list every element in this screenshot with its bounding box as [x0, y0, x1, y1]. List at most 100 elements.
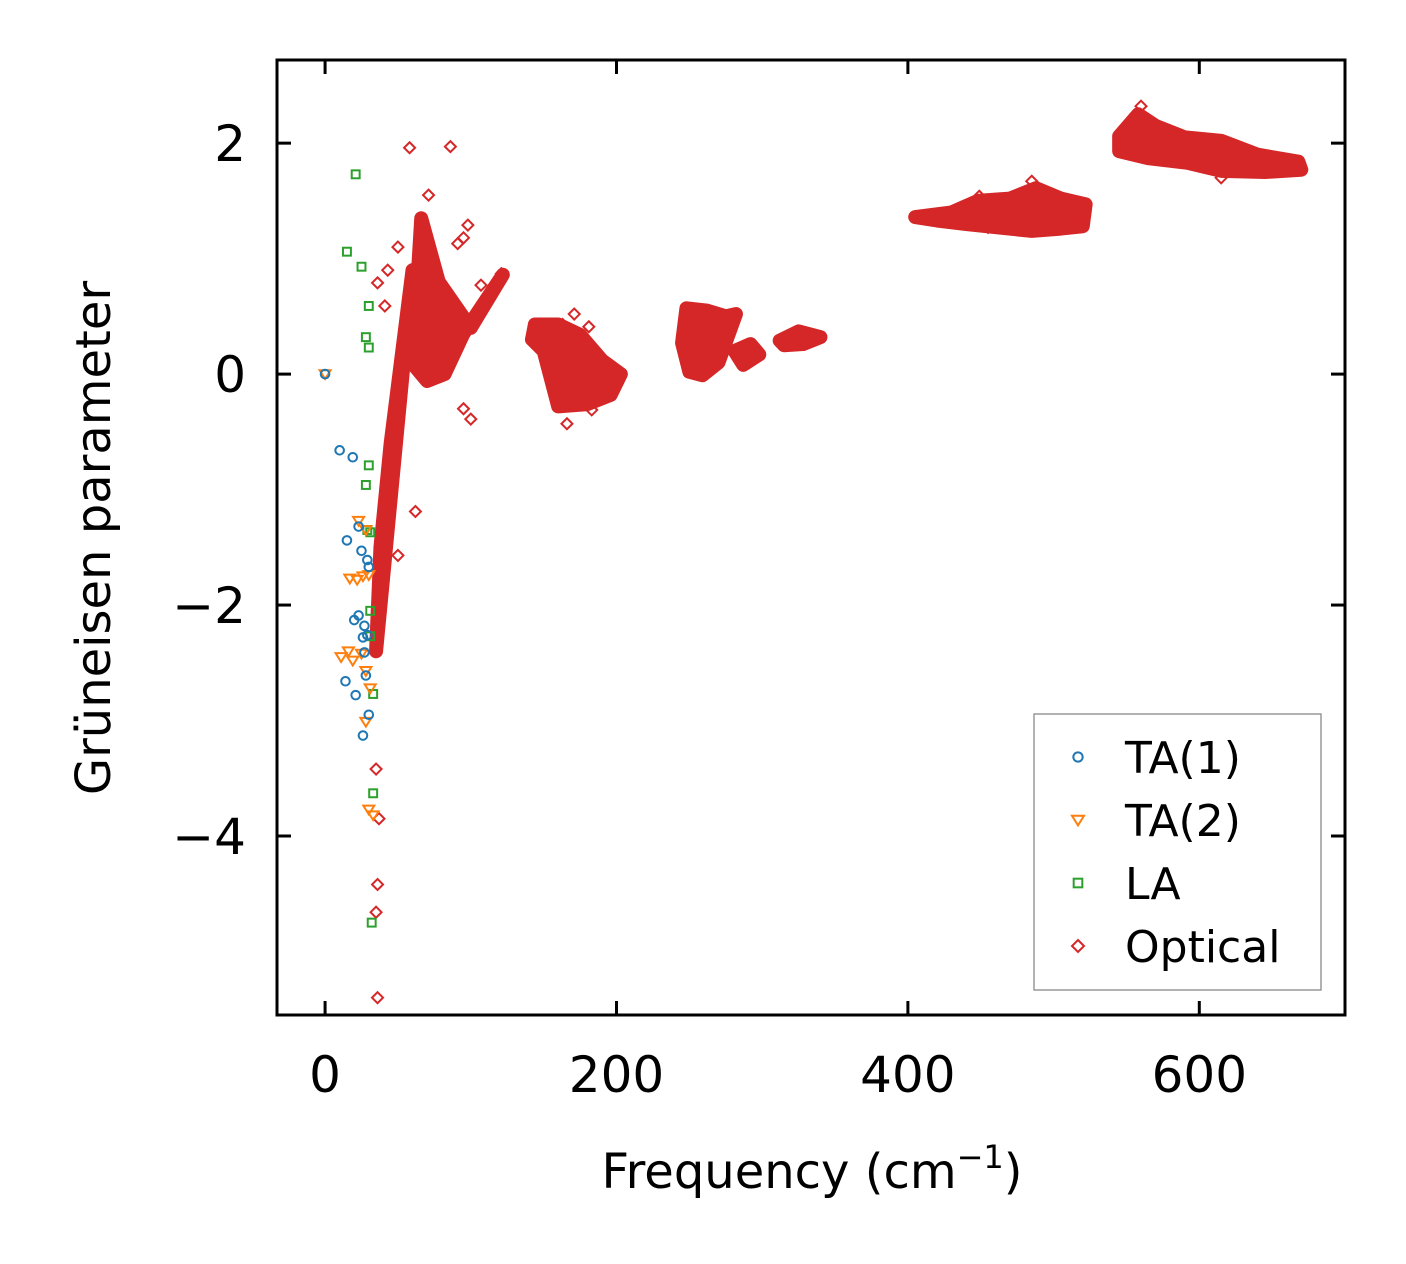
x-tick-label: 200 — [569, 1046, 664, 1104]
point-optical-20 — [370, 990, 385, 1005]
point-ta-2-9 — [341, 646, 356, 659]
x-tick-label: 400 — [860, 1046, 955, 1104]
optical-band-7 — [908, 181, 1093, 238]
axis-ticks: 0 200 400 600 2 0 −2 −4 — [172, 60, 1345, 1104]
data-points — [317, 99, 1229, 1005]
y-axis-title: Grüneisen parameter — [66, 281, 122, 796]
legend: TA(1) TA(2) LA Optical — [1033, 713, 1322, 991]
y-tick-label: −2 — [172, 577, 246, 635]
point-ta-1-7 — [362, 554, 373, 566]
x-axis-title: Frequency (cm−1) — [601, 1138, 1022, 1200]
point-ta-1-5 — [353, 521, 364, 532]
optical-band-2 — [405, 211, 510, 389]
point-ta-1-10 — [353, 610, 364, 621]
point-optical-29 — [1024, 174, 1039, 189]
legend-marker-ta-2 — [1070, 814, 1086, 828]
point-ta-2-15 — [361, 804, 377, 817]
point-ta-2-8 — [333, 652, 349, 664]
point-optical-3 — [421, 188, 436, 203]
point-ta-1-8 — [363, 561, 375, 573]
point-ta-1-3 — [347, 451, 359, 463]
x-axis-title-main: Frequency (cm — [601, 1144, 956, 1200]
point-ta-1-11 — [359, 620, 370, 632]
point-la-15 — [366, 917, 377, 928]
point-optical-24 — [555, 317, 570, 332]
optical-dense-bands — [369, 107, 1309, 659]
point-ta-2-2 — [351, 515, 366, 528]
y-tick-label: −4 — [172, 808, 246, 866]
legend-marker-la — [1072, 877, 1084, 889]
x-axis-title-close: ) — [1004, 1144, 1023, 1200]
point-optical-31 — [1214, 170, 1229, 185]
point-la-6 — [363, 342, 374, 353]
point-optical-15 — [408, 504, 423, 519]
point-optical-18 — [370, 877, 385, 892]
optical-band-8 — [1112, 107, 1309, 180]
point-ta-1-14 — [359, 647, 370, 658]
point-ta-1-16 — [340, 675, 351, 687]
y-tick-label: 0 — [214, 346, 246, 404]
point-ta-2-16 — [365, 810, 381, 823]
point-optical-28 — [972, 189, 987, 204]
point-optical-22 — [369, 762, 383, 776]
point-optical-12 — [494, 266, 509, 281]
legend-label-ta-1: TA(1) — [1124, 733, 1241, 784]
point-la-4 — [363, 301, 374, 311]
legend-marker-optical — [1070, 938, 1086, 954]
point-la-11 — [365, 605, 376, 616]
point-optical-4 — [460, 218, 475, 233]
point-ta-1-19 — [357, 730, 369, 741]
point-ta-2-13 — [362, 683, 378, 696]
legend-label-optical: Optical — [1125, 922, 1280, 973]
point-optical-23 — [560, 416, 574, 431]
point-optical-30 — [1134, 99, 1148, 114]
point-optical-5 — [456, 230, 471, 245]
point-optical-7 — [391, 240, 405, 254]
point-la-5 — [360, 332, 371, 343]
point-la-14 — [368, 788, 379, 799]
point-optical-16 — [391, 548, 405, 563]
point-la-1 — [350, 169, 361, 180]
x-axis-title-superscript: −1 — [957, 1138, 1004, 1176]
optical-band-5 — [727, 337, 767, 372]
legend-label-ta-2: TA(2) — [1124, 796, 1241, 847]
optical-band-3 — [524, 317, 628, 414]
point-optical-26 — [581, 319, 596, 334]
point-la-2 — [341, 246, 352, 257]
point-la-3 — [356, 261, 367, 272]
point-ta-2-5 — [349, 574, 365, 587]
point-la-7 — [363, 460, 374, 471]
point-optical-10 — [377, 299, 392, 313]
point-ta-2-10 — [345, 655, 361, 668]
optical-band-1 — [369, 263, 420, 659]
x-tick-label: 600 — [1152, 1046, 1247, 1104]
legend-marker-ta-1 — [1072, 751, 1084, 763]
point-ta-1-17 — [350, 689, 361, 701]
point-optical-34 — [981, 220, 995, 235]
point-ta-1-1 — [319, 368, 331, 380]
point-ta-1-13 — [362, 629, 373, 641]
plot-frame — [275, 58, 1347, 1017]
legend-label-la: LA — [1125, 859, 1181, 910]
point-ta-1-6 — [356, 545, 367, 557]
point-ta-1-4 — [341, 535, 353, 546]
point-ta-1-2 — [334, 445, 345, 456]
point-optical-13 — [456, 401, 471, 416]
point-ta-2-3 — [358, 525, 374, 537]
point-optical-9 — [370, 275, 385, 290]
point-optical-2 — [443, 139, 458, 154]
point-optical-27 — [584, 402, 599, 417]
point-optical-6 — [450, 236, 465, 251]
point-optical-33 — [1071, 215, 1086, 230]
point-la-8 — [360, 479, 371, 490]
point-optical-19 — [369, 905, 383, 920]
y-tick-label: 2 — [214, 115, 246, 173]
point-optical-14 — [463, 412, 478, 427]
x-tick-label: 0 — [309, 1046, 341, 1104]
optical-band-6 — [772, 324, 828, 353]
point-ta-1-18 — [363, 709, 375, 721]
point-optical-1 — [402, 140, 417, 155]
optical-band-4 — [675, 301, 743, 383]
point-optical-25 — [567, 307, 582, 321]
